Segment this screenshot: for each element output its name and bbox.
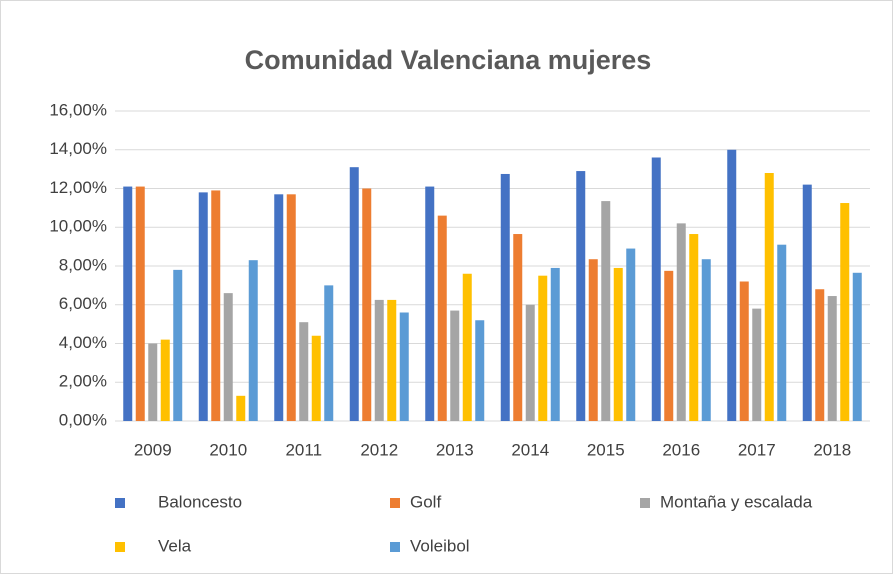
bar [827, 296, 837, 421]
y-tick-label: 10,00% [49, 217, 107, 236]
bar [198, 192, 208, 421]
bar [626, 248, 636, 421]
bar [160, 339, 170, 421]
x-tick-label: 2016 [662, 440, 700, 459]
bar [148, 343, 158, 421]
bar [475, 320, 485, 421]
bar [815, 289, 825, 421]
legend-label: Montaña y escalada [660, 492, 813, 511]
bar [764, 173, 774, 421]
y-tick-label: 14,00% [49, 139, 107, 158]
bar [223, 293, 233, 421]
bar [349, 167, 359, 421]
legend-swatch [390, 542, 400, 552]
legend-swatch [390, 498, 400, 508]
bar [840, 203, 850, 421]
bar [437, 215, 447, 421]
legend-swatch [115, 542, 125, 552]
legend-label: Voleibol [410, 536, 470, 555]
bar [387, 299, 397, 421]
bar [500, 173, 510, 421]
legend-swatch [640, 498, 650, 508]
x-tick-label: 2015 [587, 440, 625, 459]
bar [588, 259, 598, 421]
bar [248, 260, 258, 421]
bar [362, 188, 372, 421]
bar [802, 184, 812, 421]
legend-swatch [115, 498, 125, 508]
bar [613, 267, 623, 421]
bar [513, 234, 523, 421]
chart-title: Comunidad Valenciana mujeres [245, 45, 652, 75]
legend-label: Baloncesto [158, 492, 242, 511]
y-tick-label: 6,00% [59, 294, 107, 313]
bar [462, 273, 472, 421]
bar [324, 285, 334, 421]
bar [399, 312, 409, 421]
x-tick-label: 2017 [738, 440, 776, 459]
y-tick-label: 12,00% [49, 178, 107, 197]
bar [425, 186, 435, 421]
bar [135, 186, 145, 421]
bar [173, 269, 183, 421]
legend-label: Vela [158, 536, 192, 555]
bar [601, 201, 611, 421]
bar [374, 299, 384, 421]
legend-label: Golf [410, 492, 441, 511]
x-tick-label: 2018 [813, 440, 851, 459]
bar [676, 223, 686, 421]
y-tick-label: 4,00% [59, 333, 107, 352]
x-tick-label: 2014 [511, 440, 549, 459]
x-tick-label: 2013 [436, 440, 474, 459]
bar [727, 149, 737, 421]
bar [538, 275, 548, 421]
bar [664, 270, 674, 421]
bar [525, 304, 535, 421]
bar [311, 335, 321, 421]
bar [777, 244, 787, 421]
bar [752, 308, 762, 421]
y-tick-label: 0,00% [59, 410, 107, 429]
x-tick-label: 2009 [134, 440, 172, 459]
bar [651, 157, 661, 421]
bar [236, 395, 246, 421]
bar [123, 186, 133, 421]
x-tick-label: 2010 [209, 440, 247, 459]
bar [689, 234, 699, 421]
y-tick-label: 2,00% [59, 372, 107, 391]
bar [852, 272, 862, 421]
bar [701, 259, 711, 421]
bar [286, 194, 296, 421]
bar [450, 310, 460, 421]
bar [550, 267, 560, 421]
x-tick-label: 2011 [285, 440, 322, 459]
y-tick-label: 16,00% [49, 100, 107, 119]
bar [299, 322, 309, 421]
bar [211, 190, 221, 421]
bar [739, 281, 749, 421]
x-tick-label: 2012 [360, 440, 398, 459]
bar [576, 171, 586, 421]
y-tick-label: 8,00% [59, 255, 107, 274]
bar [274, 194, 284, 421]
